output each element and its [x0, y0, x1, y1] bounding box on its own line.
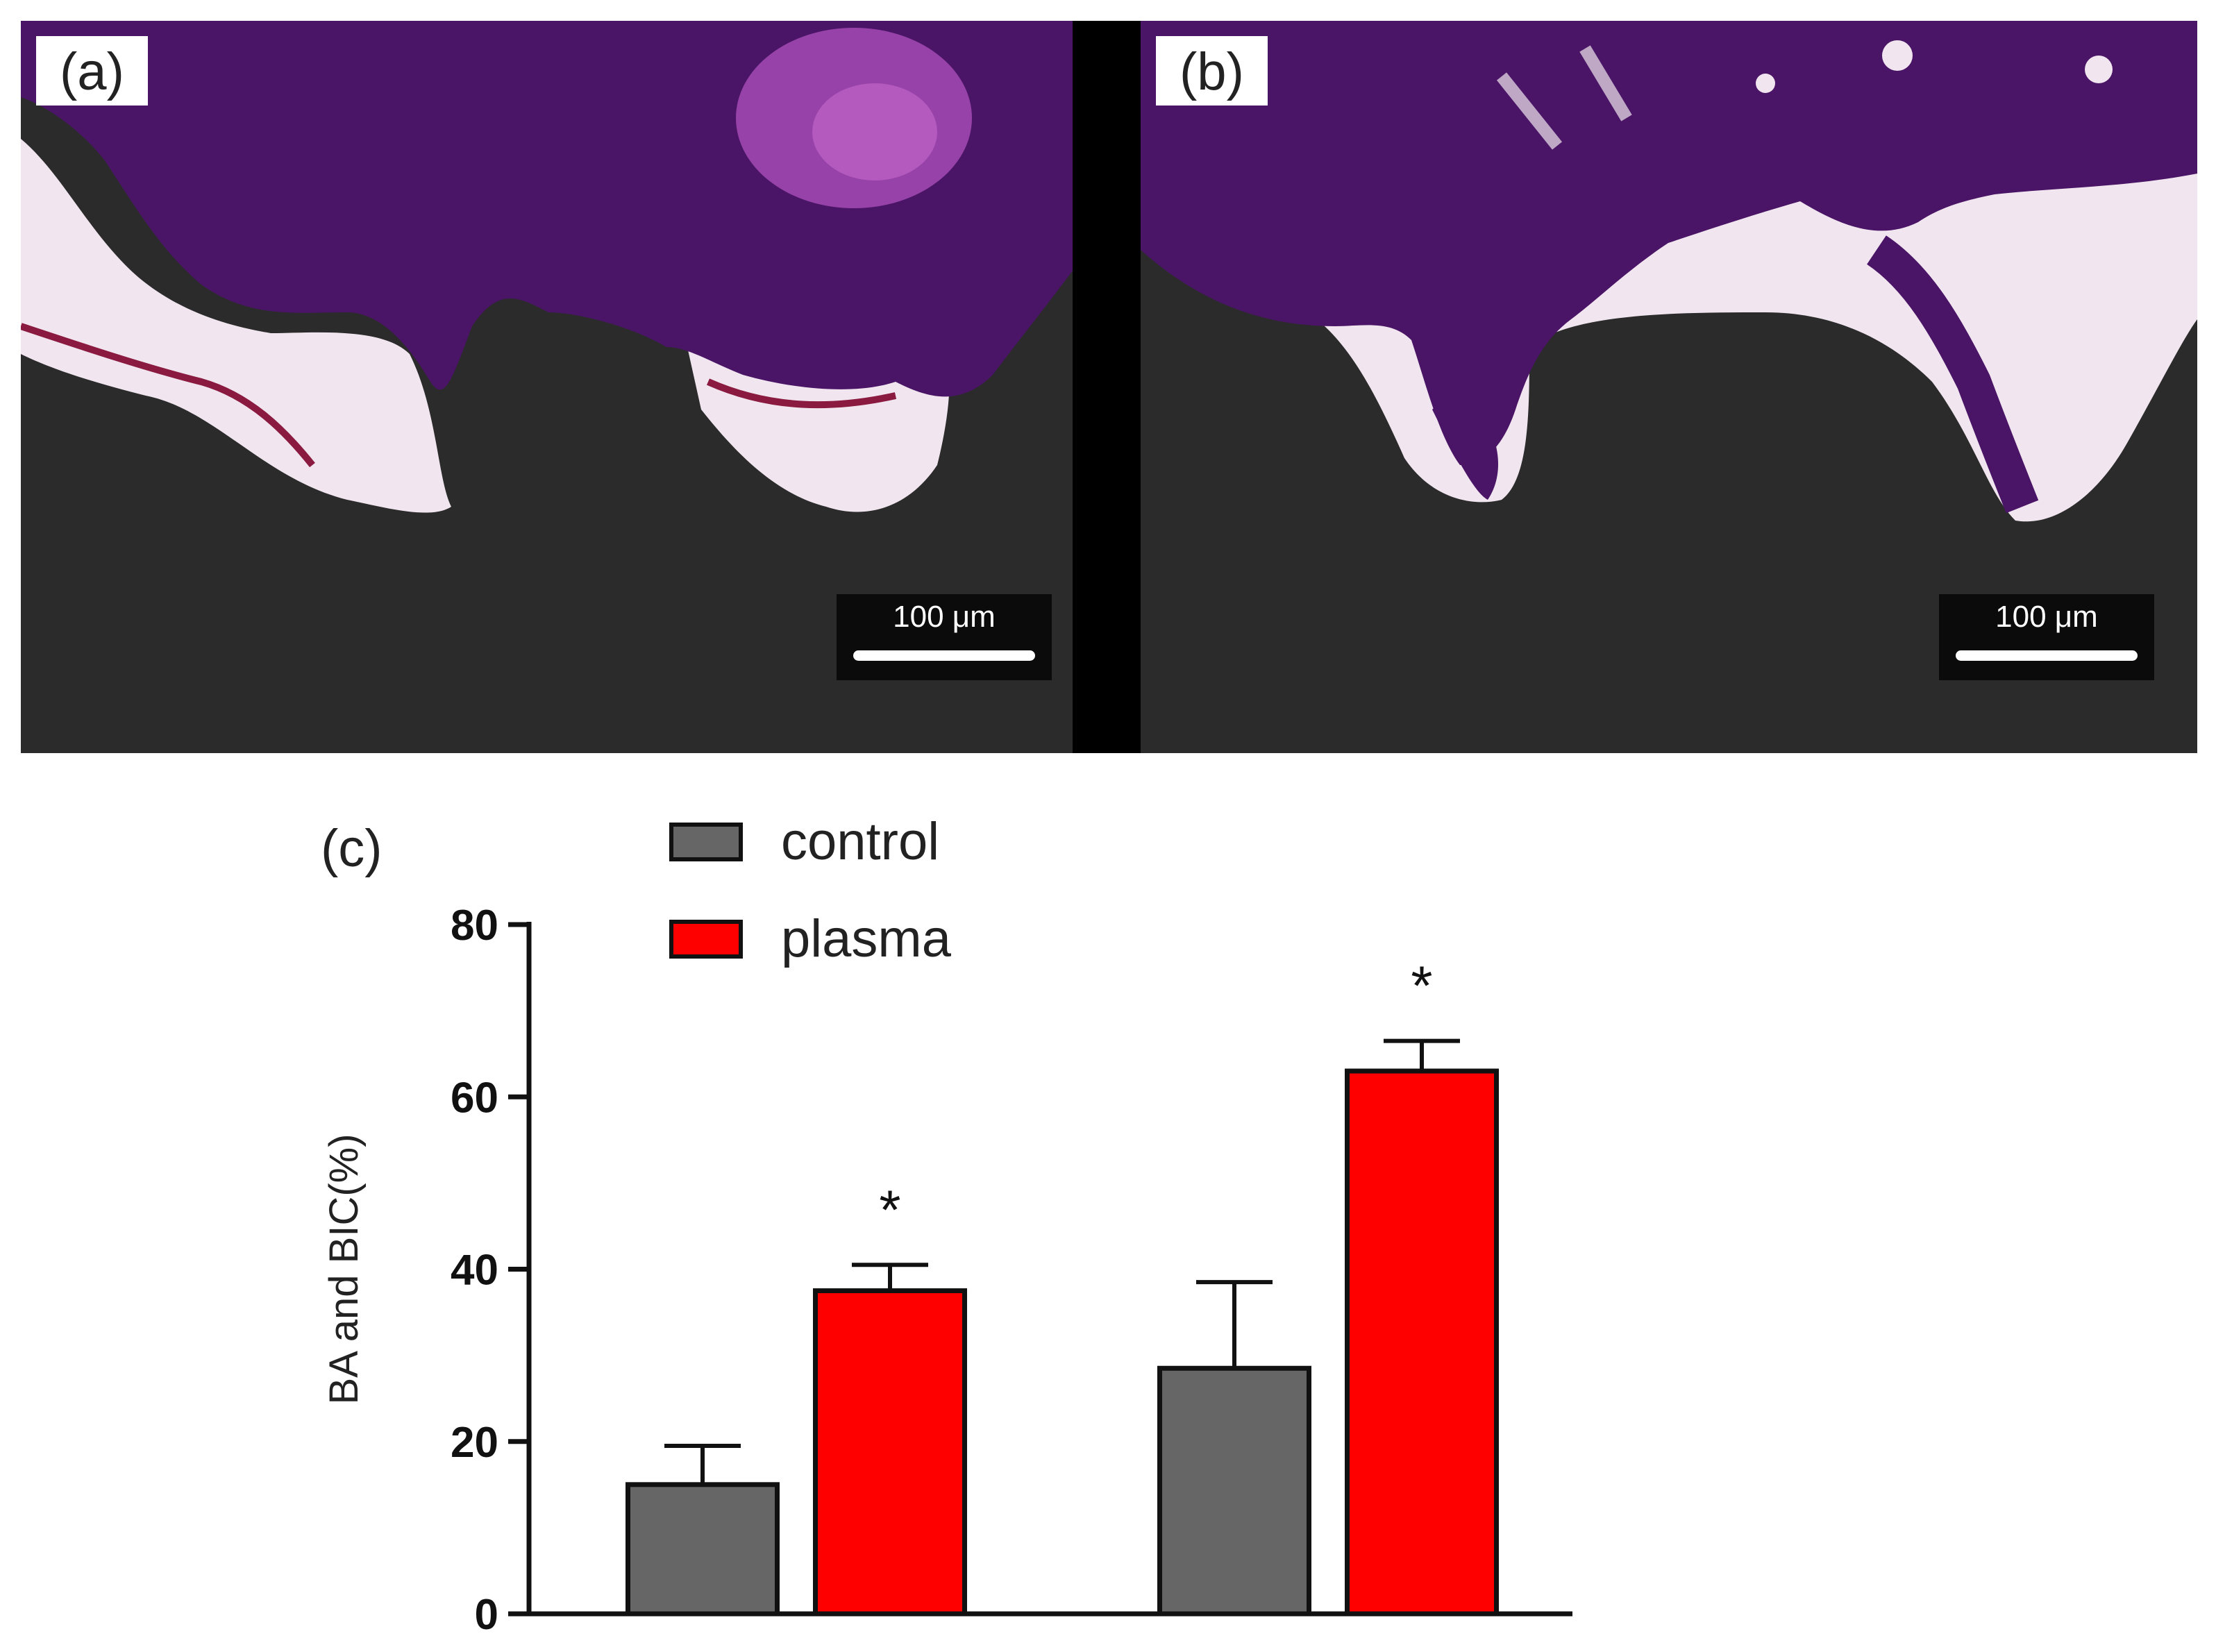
- legend-label-plasma: plasma: [781, 909, 952, 968]
- scale-bar-a-line: [853, 650, 1035, 661]
- legend-swatch-control: [669, 823, 743, 861]
- micrograph-b-image: [1141, 21, 2197, 753]
- panel-divider: [1073, 21, 1141, 753]
- bar-control: [1157, 1365, 1311, 1617]
- y-tick-label: 20: [451, 1419, 498, 1467]
- y-tick-label: 0: [475, 1591, 498, 1639]
- chart-bars: **: [626, 955, 1499, 1617]
- y-tick-label: 40: [451, 1247, 498, 1295]
- panel-b-label: (b): [1156, 36, 1268, 106]
- bar-plasma: [1345, 1068, 1499, 1617]
- micrograph-panel-a: (a) 100 μm: [21, 21, 1073, 753]
- legend-swatch-plasma: [669, 920, 743, 959]
- chart-legend: control plasma: [669, 812, 952, 968]
- scale-bar-b-line: [1956, 650, 2138, 661]
- bar-control: [626, 1482, 780, 1617]
- y-tick-label: 80: [451, 902, 498, 950]
- scale-bar-b-text: 100 μm: [1995, 600, 2098, 634]
- significance-marker: *: [1411, 955, 1432, 1017]
- significance-marker: *: [879, 1179, 900, 1240]
- micrograph-panel-b: (b) 100 μm: [1141, 21, 2197, 753]
- y-axis-label: BA and BIC(%): [321, 1133, 367, 1404]
- y-tick-label: 60: [451, 1074, 498, 1122]
- bar-plasma: [813, 1288, 967, 1617]
- scale-bar-b: 100 μm: [1939, 594, 2154, 680]
- legend-label-control: control: [781, 812, 939, 871]
- micrograph-a-image: [21, 21, 1073, 753]
- scale-bar-a-text: 100 μm: [893, 600, 996, 634]
- panel-c-label: (c): [321, 819, 383, 878]
- panel-a-label: (a): [36, 36, 148, 106]
- scale-bar-a: 100 μm: [837, 594, 1052, 680]
